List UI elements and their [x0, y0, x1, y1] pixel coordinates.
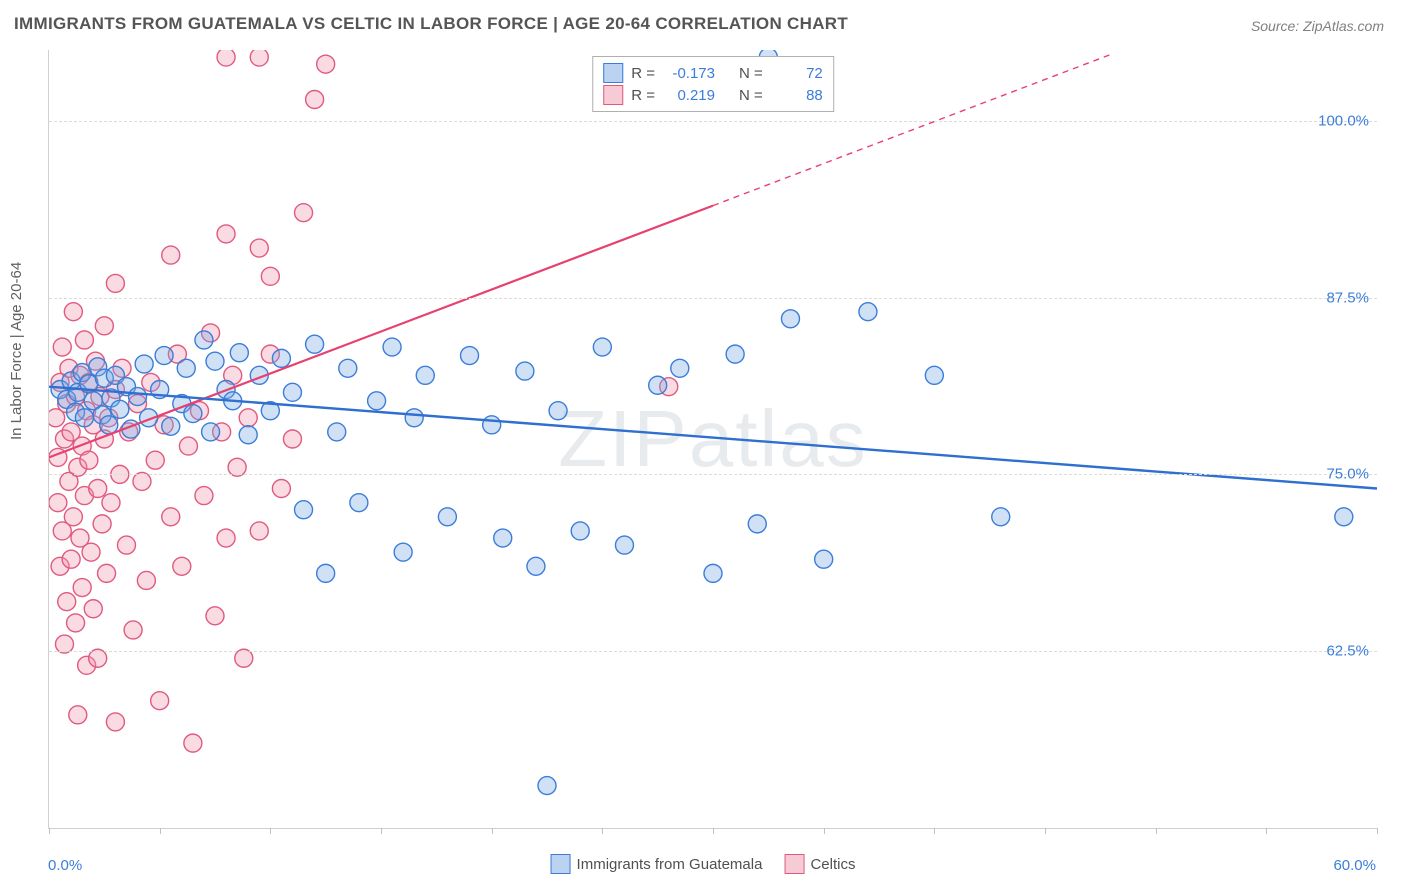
x-tick [492, 828, 493, 834]
correlation-legend: R = -0.173 N = 72 R = 0.219 N = 88 [592, 56, 834, 112]
y-axis-label: In Labor Force | Age 20-64 [8, 262, 25, 440]
scatter-chart [49, 50, 1377, 828]
legend-label: Immigrants from Guatemala [577, 856, 763, 873]
r-value-blue: -0.173 [663, 65, 715, 82]
x-axis-min-label: 0.0% [48, 857, 82, 874]
x-tick [270, 828, 271, 834]
gridline [49, 474, 1377, 475]
legend-row-pink: R = 0.219 N = 88 [603, 84, 823, 106]
swatch-blue [551, 854, 571, 874]
n-value-blue: 72 [771, 65, 823, 82]
y-tick-label: 87.5% [1326, 289, 1369, 306]
x-tick [1156, 828, 1157, 834]
legend-item-celtics: Celtics [784, 854, 855, 874]
chart-title: IMMIGRANTS FROM GUATEMALA VS CELTIC IN L… [14, 14, 848, 34]
x-tick [160, 828, 161, 834]
x-tick [934, 828, 935, 834]
n-value-pink: 88 [771, 87, 823, 104]
swatch-blue [603, 63, 623, 83]
r-label: R = [631, 87, 655, 104]
x-tick [1045, 828, 1046, 834]
x-tick [381, 828, 382, 834]
r-value-pink: 0.219 [663, 87, 715, 104]
series-legend: Immigrants from Guatemala Celtics [551, 854, 856, 874]
n-label: N = [739, 87, 763, 104]
gridline [49, 121, 1377, 122]
x-tick [824, 828, 825, 834]
legend-item-guatemala: Immigrants from Guatemala [551, 854, 763, 874]
x-axis-max-label: 60.0% [1333, 857, 1376, 874]
y-tick-label: 62.5% [1326, 643, 1369, 660]
r-label: R = [631, 65, 655, 82]
n-label: N = [739, 65, 763, 82]
swatch-pink [603, 85, 623, 105]
x-tick [1266, 828, 1267, 834]
x-tick [602, 828, 603, 834]
gridline [49, 651, 1377, 652]
y-tick-label: 75.0% [1326, 466, 1369, 483]
x-tick [49, 828, 50, 834]
gridline [49, 298, 1377, 299]
y-tick-label: 100.0% [1318, 112, 1369, 129]
swatch-pink [784, 854, 804, 874]
source-attribution: Source: ZipAtlas.com [1251, 18, 1384, 34]
x-tick [713, 828, 714, 834]
legend-label: Celtics [810, 856, 855, 873]
x-tick [1377, 828, 1378, 834]
plot-area: ZIPatlas R = -0.173 N = 72 R = 0.219 N =… [48, 50, 1377, 829]
legend-row-blue: R = -0.173 N = 72 [603, 62, 823, 84]
